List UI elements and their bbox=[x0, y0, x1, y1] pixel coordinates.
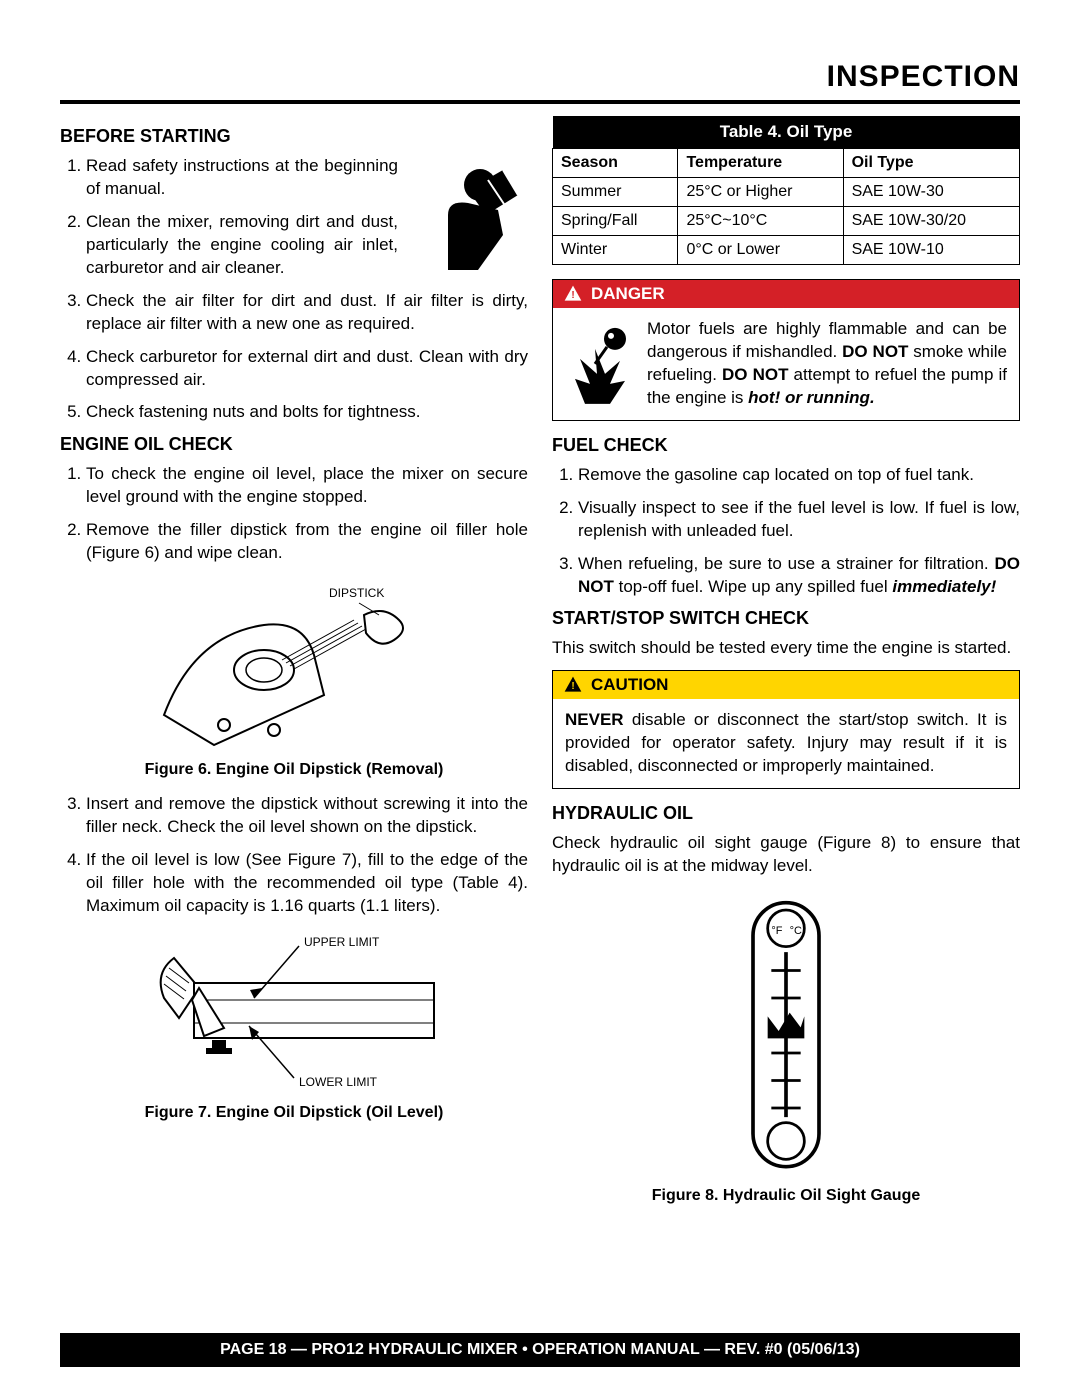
table-title: Table 4. Oil Type bbox=[553, 116, 1020, 149]
warning-triangle-icon: ! bbox=[563, 675, 583, 695]
list-item: When refueling, be sure to use a straine… bbox=[578, 553, 1020, 599]
svg-text:!: ! bbox=[571, 682, 574, 693]
list-item: Check the air filter for dirt and dust. … bbox=[86, 290, 528, 336]
fuel-check-heading: FUEL CHECK bbox=[552, 435, 1020, 456]
figure-6: DIPSTICK bbox=[60, 575, 528, 755]
right-column: Table 4. Oil Type Season Temperature Oil… bbox=[552, 116, 1020, 1219]
list-item: To check the engine oil level, place the… bbox=[86, 463, 528, 509]
figure-7: UPPER LIMIT LOWER LIMIT bbox=[60, 928, 528, 1098]
table-cell: SAE 10W-10 bbox=[843, 236, 1019, 265]
table-header: Temperature bbox=[678, 149, 843, 178]
list-item: Visually inspect to see if the fuel leve… bbox=[578, 497, 1020, 543]
caution-label: CAUTION bbox=[591, 675, 668, 695]
list-item: Remove the filler dipstick from the engi… bbox=[86, 519, 528, 565]
warning-triangle-icon: ! bbox=[563, 284, 583, 304]
figure-6-caption: Figure 6. Engine Oil Dipstick (Removal) bbox=[60, 761, 528, 779]
figure-8-caption: Figure 8. Hydraulic Oil Sight Gauge bbox=[552, 1187, 1020, 1205]
table-cell: 25°C~10°C bbox=[678, 207, 843, 236]
reading-manual-icon bbox=[408, 155, 528, 275]
list-item: Insert and remove the dipstick without s… bbox=[86, 793, 528, 839]
upper-limit-label: UPPER LIMIT bbox=[304, 935, 380, 949]
table-row: Spring/Fall 25°C~10°C SAE 10W-30/20 bbox=[553, 207, 1020, 236]
table-header: Season bbox=[553, 149, 678, 178]
caution-alert: ! CAUTION NEVER disable or disconnect th… bbox=[552, 670, 1020, 789]
danger-text: Motor fuels are highly flammable and can… bbox=[647, 318, 1007, 410]
table-cell: 25°C or Higher bbox=[678, 178, 843, 207]
table-row: Winter 0°C or Lower SAE 10W-10 bbox=[553, 236, 1020, 265]
table-cell: Summer bbox=[553, 178, 678, 207]
page-title: INSPECTION bbox=[60, 60, 1020, 104]
list-item: If the oil level is low (See Figure 7), … bbox=[86, 849, 528, 918]
table-cell: SAE 10W-30 bbox=[843, 178, 1019, 207]
danger-label: DANGER bbox=[591, 284, 665, 304]
fuel-check-list: Remove the gasoline cap located on top o… bbox=[552, 464, 1020, 599]
oil-type-table: Table 4. Oil Type Season Temperature Oil… bbox=[552, 116, 1020, 265]
engine-oil-heading: ENGINE OIL CHECK bbox=[60, 434, 528, 455]
list-item: Check carburetor for external dirt and d… bbox=[86, 346, 528, 392]
page-footer: PAGE 18 — PRO12 HYDRAULIC MIXER • OPERAT… bbox=[60, 1333, 1020, 1367]
explosion-icon bbox=[565, 318, 635, 410]
content-columns: BEFORE STARTING Read safety instructions… bbox=[60, 116, 1020, 1219]
svg-text:°C: °C bbox=[790, 925, 802, 937]
list-item: Check fastening nuts and bolts for tight… bbox=[86, 401, 528, 424]
dipstick-level-diagram: UPPER LIMIT LOWER LIMIT bbox=[144, 928, 444, 1098]
dipstick-removal-diagram: DIPSTICK bbox=[154, 575, 434, 755]
before-starting-heading: BEFORE STARTING bbox=[60, 126, 528, 147]
hydraulic-oil-heading: HYDRAULIC OIL bbox=[552, 803, 1020, 824]
svg-text:°F: °F bbox=[771, 925, 782, 937]
list-item: Remove the gasoline cap located on top o… bbox=[578, 464, 1020, 487]
figure-7-caption: Figure 7. Engine Oil Dipstick (Oil Level… bbox=[60, 1104, 528, 1122]
table-cell: SAE 10W-30/20 bbox=[843, 207, 1019, 236]
lower-limit-label: LOWER LIMIT bbox=[299, 1075, 378, 1089]
hydraulic-oil-text: Check hydraulic oil sight gauge (Figure … bbox=[552, 832, 1020, 878]
table-cell: 0°C or Lower bbox=[678, 236, 843, 265]
table-row: Summer 25°C or Higher SAE 10W-30 bbox=[553, 178, 1020, 207]
figure-8: °F °C bbox=[552, 888, 1020, 1181]
left-column: BEFORE STARTING Read safety instructions… bbox=[60, 116, 528, 1219]
dipstick-label: DIPSTICK bbox=[329, 586, 384, 600]
switch-check-text: This switch should be tested every time … bbox=[552, 637, 1020, 660]
danger-alert: ! DANGER Motor fuels are highly flammabl… bbox=[552, 279, 1020, 421]
sight-gauge-diagram: °F °C bbox=[731, 888, 841, 1181]
caution-text: NEVER disable or disconnect the start/st… bbox=[565, 709, 1007, 778]
table-header: Oil Type bbox=[843, 149, 1019, 178]
engine-oil-list-b: Insert and remove the dipstick without s… bbox=[60, 793, 528, 918]
table-cell: Winter bbox=[553, 236, 678, 265]
switch-check-heading: START/STOP SWITCH CHECK bbox=[552, 608, 1020, 629]
svg-text:!: ! bbox=[571, 290, 574, 301]
engine-oil-list-a: To check the engine oil level, place the… bbox=[60, 463, 528, 565]
table-cell: Spring/Fall bbox=[553, 207, 678, 236]
